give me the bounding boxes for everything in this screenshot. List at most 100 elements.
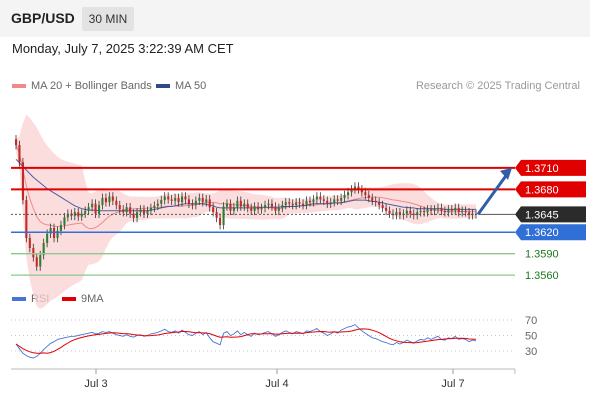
bollinger-band [16, 114, 476, 309]
candle-body [111, 196, 114, 201]
candle-body [360, 189, 363, 193]
candle-body [461, 210, 464, 213]
candle-body [319, 196, 322, 200]
candle-body [73, 212, 76, 216]
ma9-line [15, 328, 477, 354]
candle-body [298, 202, 301, 204]
candle-body [433, 209, 436, 211]
candle-body [392, 213, 395, 216]
candle-body [208, 199, 211, 208]
ma50-label: MA 50 [175, 80, 207, 92]
credit-label: Research © 2025 Trading Central [415, 80, 580, 92]
candle-body [250, 207, 253, 211]
candle-body [270, 203, 273, 207]
legend-ma50: MA 50 [156, 80, 206, 92]
candle-body [257, 206, 260, 210]
candle-body [374, 200, 377, 203]
candle-body [91, 203, 94, 208]
candle-body [212, 207, 215, 213]
candle-body [149, 207, 152, 211]
rsi-line [15, 324, 477, 359]
candle-body [115, 200, 118, 206]
candle-body [170, 199, 173, 201]
candle-body [80, 213, 83, 217]
legend-ma20: MA 20 + Bollinger Bands [12, 80, 152, 92]
candle-body [25, 200, 28, 238]
ma9-label: 9MA [81, 293, 104, 305]
candle-body [423, 210, 426, 213]
candle-body [329, 202, 332, 204]
candle-body [464, 210, 467, 213]
symbol-title: GBP/USD [11, 10, 75, 26]
candle-body [219, 217, 222, 225]
level-label: 1.3680 [525, 184, 559, 196]
level-label: 1.3710 [525, 163, 559, 175]
level-tag-1.3680: 1.3680 [515, 181, 586, 198]
candle-body [163, 196, 166, 201]
candle-body [454, 207, 457, 211]
level-tag-bg [515, 159, 586, 176]
candle-body [63, 217, 66, 226]
candle-body [246, 203, 249, 208]
candle-body [388, 210, 391, 214]
datetime-label: Monday, July 7, 2025 3:22:39 AM CET [12, 41, 234, 56]
candle-body [253, 206, 256, 211]
candle-body [436, 207, 439, 210]
x-tick-label: Jul 4 [265, 378, 288, 390]
legend-9ma: 9MA [62, 293, 104, 305]
candle-body [322, 199, 325, 201]
candle-body [371, 197, 374, 201]
candle-body [419, 210, 422, 213]
candle-body [42, 243, 45, 256]
candle-body [53, 228, 56, 238]
candle-body [305, 200, 308, 206]
candle-body [104, 197, 107, 203]
candle-body [229, 203, 232, 211]
candle-body [416, 212, 419, 216]
candle-body [385, 207, 388, 211]
level-tag-bg [515, 224, 586, 241]
candle-body [205, 199, 208, 203]
candle-body [405, 210, 408, 214]
rsi-tick-label: 50 [525, 331, 537, 343]
candle-body [177, 197, 180, 203]
candle-body [35, 257, 38, 267]
candle-body [56, 230, 59, 238]
candle-body [430, 209, 433, 211]
candle-body [136, 212, 139, 218]
candle-body [32, 248, 35, 258]
candle-body [187, 199, 190, 204]
candle-body [468, 212, 471, 216]
candle-body [381, 205, 384, 208]
level-tag-1.3560: 1.3560 [525, 270, 559, 282]
candle-body [232, 207, 235, 211]
candle-body [364, 192, 367, 196]
timeframe-button[interactable]: 30 MIN [82, 7, 134, 31]
candle-body [447, 209, 450, 213]
candle-body [84, 210, 87, 214]
rsi-tick-label: 70 [525, 315, 537, 327]
candle-body [288, 202, 291, 204]
x-tick-label: Jul 3 [84, 378, 107, 390]
candle-body [409, 210, 412, 214]
projection-arrowhead [500, 167, 512, 180]
candle-body [77, 212, 80, 217]
candle-body [281, 205, 284, 208]
candle-body [94, 203, 97, 214]
candle-body [215, 212, 218, 218]
level-tag-1.3645: 1.3645 [515, 206, 586, 223]
level-label: 1.3645 [525, 209, 559, 221]
candle-body [284, 202, 287, 206]
candle-body [101, 197, 104, 205]
candle-body [309, 200, 312, 203]
candle-body [274, 206, 277, 211]
candle-body [225, 203, 228, 207]
candle-body [59, 225, 62, 231]
candle-body [277, 207, 280, 211]
candle-body [440, 207, 443, 211]
candle-body [236, 200, 239, 208]
candle-body [315, 196, 318, 200]
candle-body [174, 197, 177, 201]
candle-body [347, 192, 350, 196]
